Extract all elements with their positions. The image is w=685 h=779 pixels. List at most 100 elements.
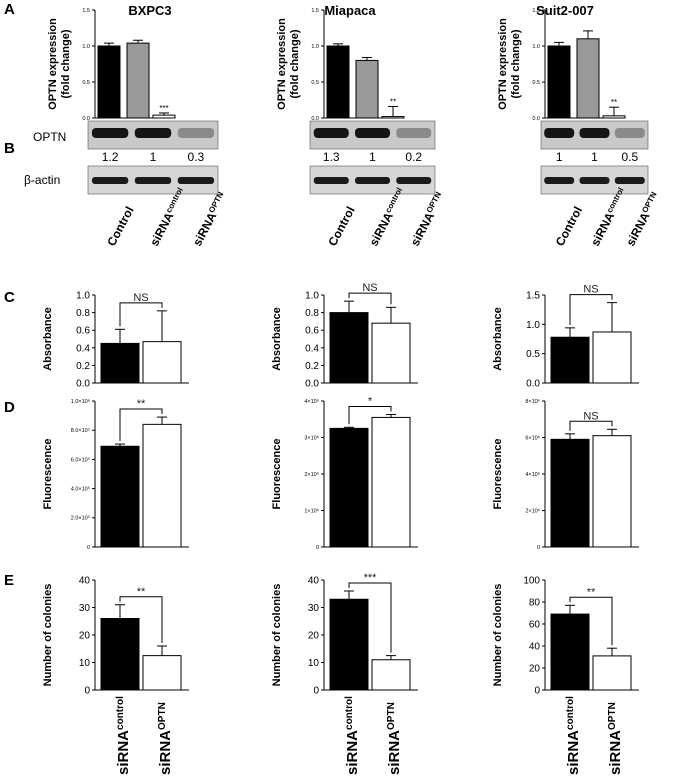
band-quantification: 1 bbox=[369, 150, 376, 164]
y-tick-label: 0.8 bbox=[305, 308, 319, 319]
significance-label: ** bbox=[137, 586, 146, 598]
lane-label-main: siRNA bbox=[623, 210, 652, 249]
y-tick-label: 40 bbox=[529, 642, 541, 653]
bar bbox=[371, 322, 411, 384]
y-tick-label: 0.0 bbox=[311, 116, 319, 122]
lane-label-main: siRNA bbox=[367, 210, 396, 249]
significance-marker: ** bbox=[611, 98, 617, 107]
bar bbox=[100, 445, 140, 548]
y-axis-label: Fluorescence bbox=[271, 439, 283, 510]
optn-band bbox=[579, 128, 610, 138]
y-tick-label: 0.0 bbox=[82, 116, 90, 122]
y-tick-label: 1.5 bbox=[532, 8, 540, 14]
bar bbox=[142, 341, 182, 384]
bar bbox=[152, 114, 176, 119]
y-axis-label: OPTN expression bbox=[497, 18, 509, 110]
actin-band bbox=[396, 177, 432, 184]
optn-band bbox=[134, 128, 172, 138]
actin-band bbox=[579, 177, 610, 184]
category-label: siRNAcontrol bbox=[565, 696, 582, 775]
blot-row-label: β-actin bbox=[24, 173, 60, 187]
lane-label: siRNAOPTN bbox=[623, 190, 663, 248]
y-tick-label: 2×10⁶ bbox=[304, 471, 319, 478]
significance-label: NS bbox=[583, 410, 598, 422]
y-tick-label: 2.0×10⁵ bbox=[71, 515, 90, 522]
y-tick-label: 1.0×10⁶ bbox=[71, 398, 90, 405]
panel-letter-c: C bbox=[4, 289, 15, 306]
bar bbox=[329, 598, 369, 691]
bar bbox=[329, 312, 369, 384]
bar bbox=[355, 59, 379, 119]
panel-letter-a: A bbox=[4, 1, 15, 18]
significance-bracket bbox=[119, 302, 163, 327]
category-label-main: siRNA bbox=[344, 730, 361, 775]
bar bbox=[126, 42, 150, 119]
band-quantification: 1 bbox=[150, 150, 157, 164]
bar bbox=[592, 655, 632, 691]
y-axis-label: Number of colonies bbox=[271, 584, 283, 687]
bar bbox=[547, 45, 571, 119]
category-label-sup: control bbox=[115, 696, 126, 730]
y-tick-label: 1.0 bbox=[526, 320, 540, 331]
actin-band bbox=[177, 177, 215, 184]
significance-label: *** bbox=[364, 572, 378, 584]
optn-band bbox=[91, 128, 129, 138]
y-tick-label: 0.6 bbox=[76, 326, 90, 337]
panel-letter-e: E bbox=[4, 572, 14, 589]
bar bbox=[602, 115, 626, 119]
y-tick-label: 0.5 bbox=[82, 80, 90, 86]
y-tick-label: 0.0 bbox=[76, 379, 90, 390]
significance-label: * bbox=[368, 396, 373, 408]
y-axis-label: Number of colonies bbox=[42, 584, 54, 687]
y-tick-label: 1.0 bbox=[532, 44, 540, 50]
band-quantification: 0.5 bbox=[621, 150, 638, 164]
y-tick-label: 0.0 bbox=[305, 379, 319, 390]
category-label-sup: control bbox=[344, 696, 355, 730]
category-label-sup: OPTN bbox=[607, 702, 618, 730]
y-tick-label: 1.5 bbox=[82, 8, 90, 14]
y-tick-label: 80 bbox=[529, 598, 541, 609]
lane-label-main: siRNA bbox=[588, 210, 617, 249]
significance-bracket bbox=[348, 292, 392, 305]
cell-line-title: Miapaca bbox=[324, 3, 376, 18]
y-tick-label: 30 bbox=[79, 603, 91, 614]
lane-label-main: Control bbox=[104, 204, 136, 248]
band-quantification: 1.3 bbox=[323, 150, 340, 164]
category-label: siRNAOPTN bbox=[607, 702, 624, 775]
y-axis-label: Fluorescence bbox=[492, 439, 504, 510]
bar bbox=[371, 659, 411, 691]
y-tick-label: 0.6 bbox=[305, 326, 319, 337]
bar bbox=[550, 438, 590, 548]
lane-label-main: siRNA bbox=[147, 210, 176, 249]
y-tick-label: 8.0×10⁵ bbox=[71, 427, 90, 434]
lane-label: siRNAcontrol bbox=[147, 186, 189, 248]
y-tick-label: 20 bbox=[529, 664, 541, 675]
bar bbox=[142, 655, 182, 691]
y-tick-label: 30 bbox=[308, 603, 320, 614]
y-tick-label: 40 bbox=[79, 576, 91, 587]
y-tick-label: 1×10⁶ bbox=[304, 507, 319, 514]
y-axis-label: Fluorescence bbox=[42, 439, 54, 510]
lane-label: Control bbox=[325, 204, 357, 248]
y-tick-label: 10 bbox=[308, 658, 320, 669]
significance-label: NS bbox=[362, 282, 377, 294]
y-axis-label: OPTN expression bbox=[276, 18, 288, 110]
y-axis-label: OPTN expression bbox=[47, 18, 59, 110]
significance-label: NS bbox=[133, 292, 148, 304]
bar bbox=[100, 618, 140, 691]
y-tick-label: 1.5 bbox=[526, 291, 540, 302]
band-quantification: 1 bbox=[591, 150, 598, 164]
category-label: siRNAOPTN bbox=[386, 702, 403, 775]
y-tick-label: 3×10⁶ bbox=[304, 434, 319, 441]
lane-label: Control bbox=[553, 204, 585, 248]
y-tick-label: 2×10⁶ bbox=[525, 507, 540, 514]
y-tick-label: 0 bbox=[534, 686, 540, 697]
panel-letter-b: B bbox=[4, 140, 15, 157]
y-tick-label: 4×10⁶ bbox=[304, 398, 319, 405]
category-label-main: siRNA bbox=[386, 730, 403, 775]
lane-label: Control bbox=[104, 204, 136, 248]
bar bbox=[329, 427, 369, 548]
y-axis-label: Absorbance bbox=[42, 307, 54, 371]
cell-line-title: Suit2-007 bbox=[536, 3, 594, 18]
